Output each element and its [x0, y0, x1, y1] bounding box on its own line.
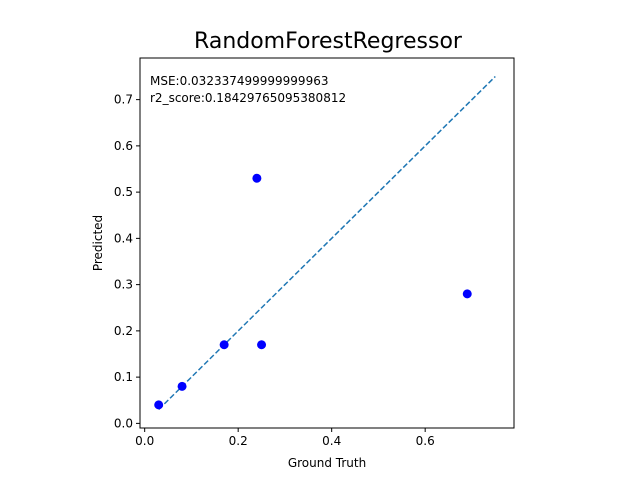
data-point [219, 340, 229, 350]
r2-score-annotation: r2_score:0.18429765095380812 [150, 91, 346, 105]
plot-frame [139, 57, 515, 429]
y-tick-label: 0.7 [114, 93, 133, 107]
data-point [252, 173, 262, 183]
y-axis-ticks: 0.0 0.1 0.2 0.3 0.4 0.5 0.6 0.7 [114, 93, 140, 430]
x-tick-label: 0.4 [322, 434, 341, 448]
x-axis-label: Ground Truth [288, 456, 366, 470]
chart-title: RandomForestRegressor [194, 29, 463, 54]
y-tick-label: 0.6 [114, 139, 133, 153]
y-tick-label: 0.2 [114, 324, 133, 338]
y-tick-label: 0.5 [114, 185, 133, 199]
data-points [154, 173, 472, 410]
data-point [257, 340, 267, 350]
y-axis-label: Predicted [91, 215, 105, 271]
x-tick-label: 0.6 [416, 434, 435, 448]
mse-annotation: MSE:0.032337499999999963 [150, 74, 328, 88]
x-tick-label: 0.2 [229, 434, 248, 448]
data-point [177, 381, 187, 391]
y-tick-label: 0.3 [114, 278, 133, 292]
y-tick-label: 0.0 [114, 416, 133, 430]
y-tick-label: 0.1 [114, 370, 133, 384]
x-axis-ticks: 0.0 0.2 0.4 0.6 [135, 428, 435, 448]
y-tick-label: 0.4 [114, 231, 133, 245]
x-tick-label: 0.0 [135, 434, 154, 448]
reference-line [158, 75, 496, 411]
reference-line-layer [158, 75, 496, 411]
data-point [462, 289, 472, 299]
data-point [154, 400, 164, 410]
